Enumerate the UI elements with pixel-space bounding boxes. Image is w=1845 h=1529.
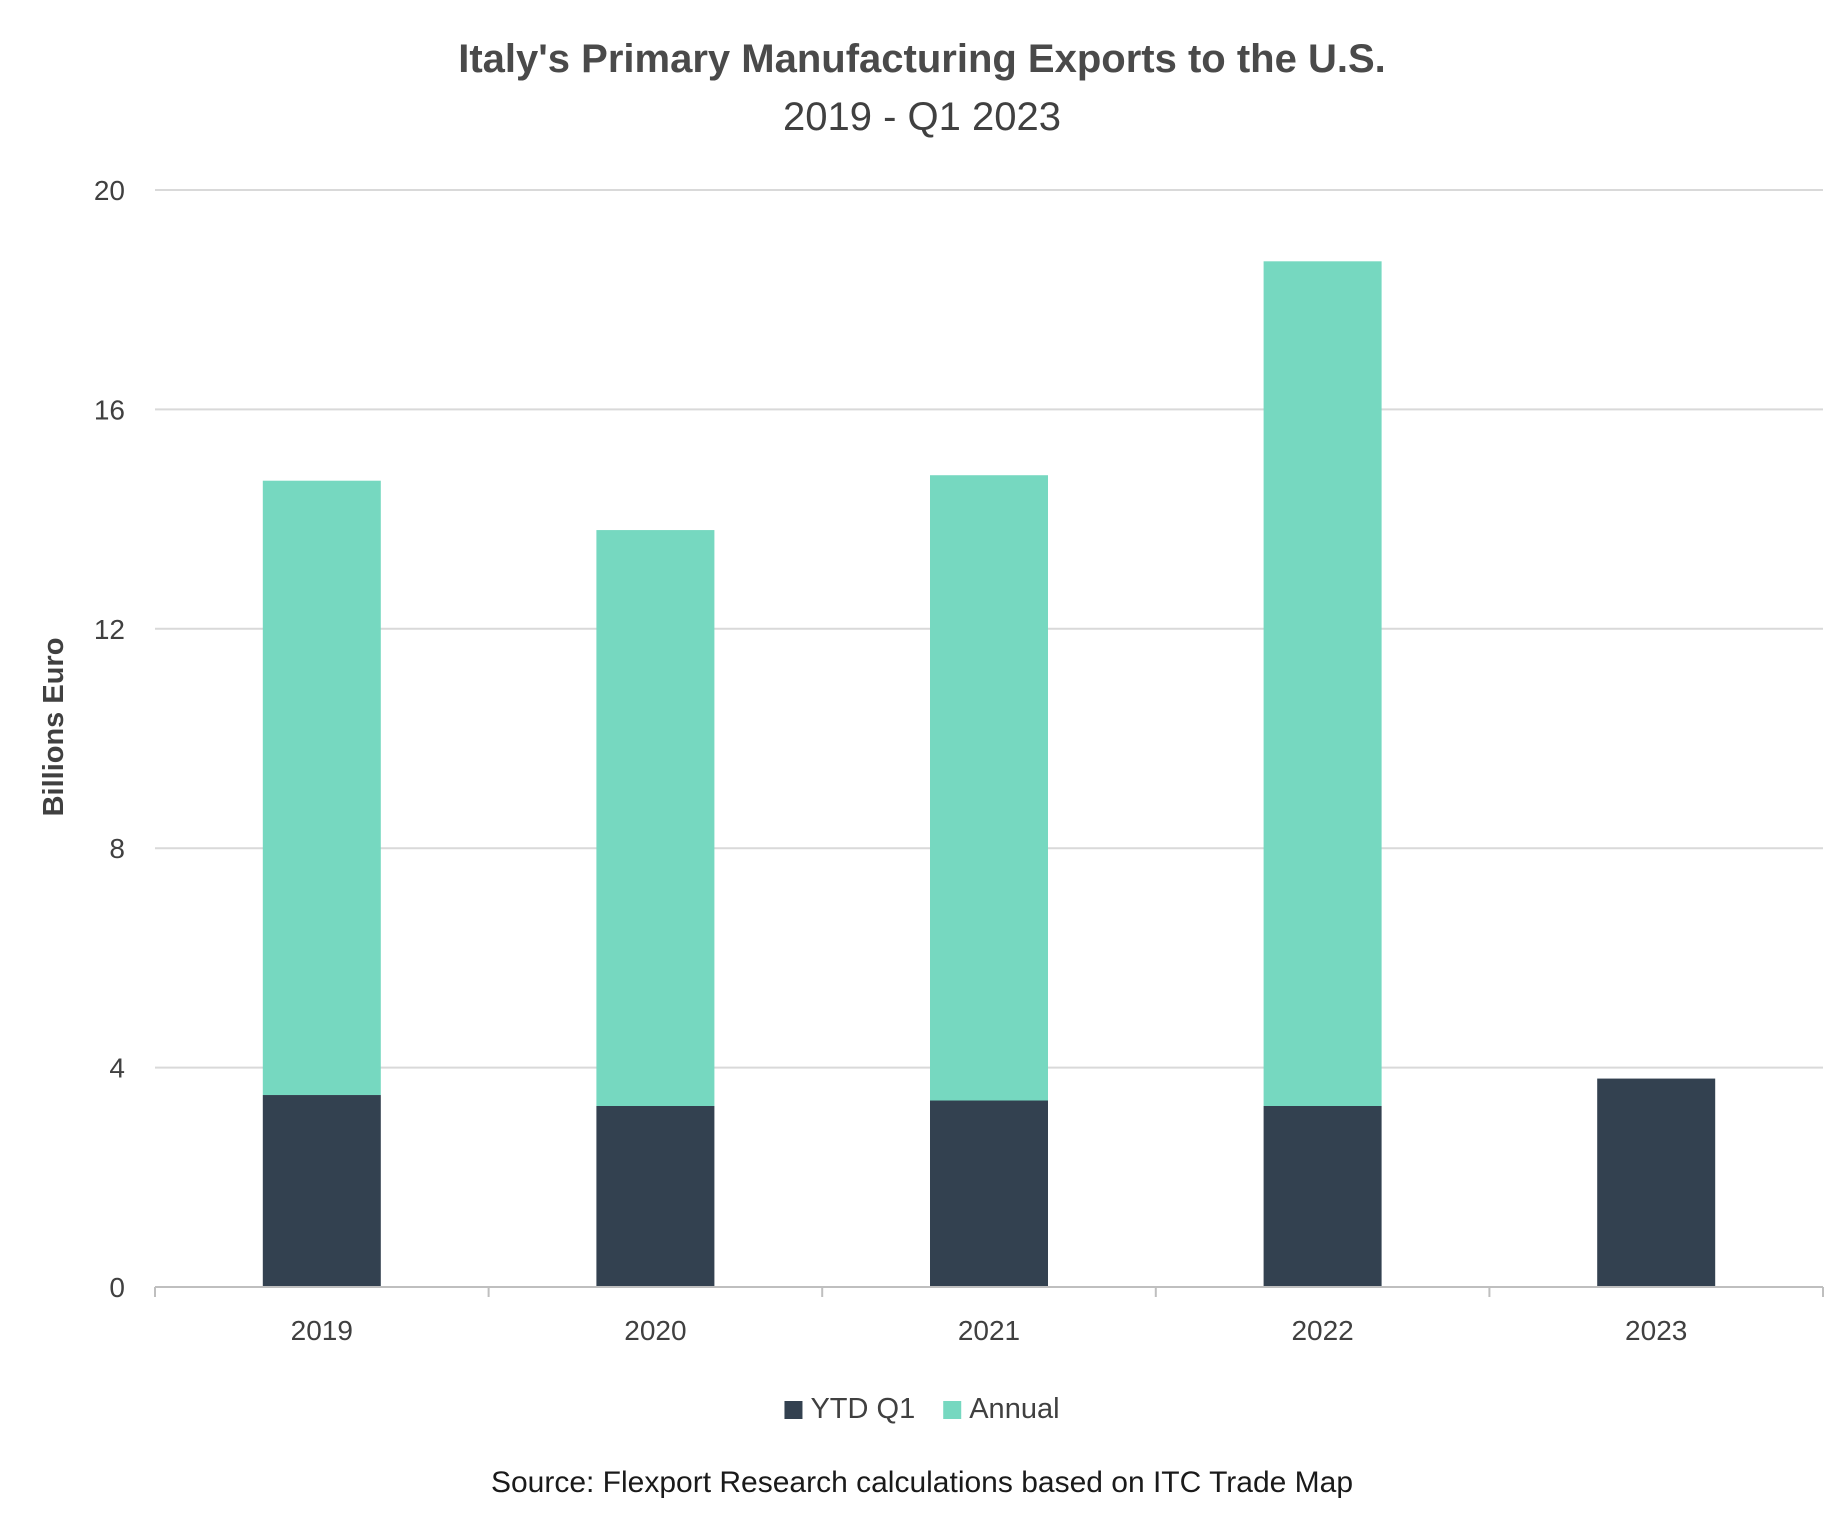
chart-subtitle: 2019 - Q1 2023: [783, 95, 1061, 139]
y-tick-label: 0: [109, 1272, 125, 1303]
x-tick-labels: 2019 2020 2021 2022 2023: [291, 1315, 1688, 1346]
legend-label: Annual: [969, 1393, 1059, 1425]
y-tick-labels: 0 4 8 12 16 20: [94, 175, 125, 1303]
y-tick-label: 4: [109, 1053, 125, 1084]
legend-swatch: [943, 1401, 962, 1419]
y-tick-label: 8: [109, 833, 125, 864]
chart-title: Italy's Primary Manufacturing Exports to…: [458, 37, 1385, 81]
y-axis-title: Billions Euro: [38, 638, 70, 817]
bar-ytd-q1-2020: [596, 1105, 715, 1287]
y-tick-label: 20: [94, 175, 125, 206]
bar-ytd-q1-2021: [930, 1100, 1048, 1287]
x-tick-marks: [154, 1287, 1824, 1297]
bar-ytd-q1-2022: [1263, 1105, 1382, 1287]
bars: [262, 261, 1716, 1287]
x-tick-label: 2021: [958, 1315, 1020, 1346]
bar-annual-2022: [1263, 261, 1382, 1106]
x-tick-label: 2022: [1291, 1315, 1353, 1346]
source-note: Source: Flexport Research calculations b…: [491, 1466, 1353, 1499]
bar-annual-2021: [930, 475, 1048, 1101]
bar-ytd-q1-2023: [1597, 1078, 1716, 1287]
legend: YTD Q1 Annual: [784, 1393, 1060, 1425]
x-tick-label: 2019: [291, 1315, 353, 1346]
y-tick-label: 12: [94, 614, 125, 645]
legend-label: YTD Q1: [810, 1393, 915, 1425]
legend-swatch: [784, 1401, 803, 1419]
x-tick-label: 2023: [1625, 1315, 1687, 1346]
x-tick-label: 2020: [624, 1315, 686, 1346]
bar-annual-2020: [596, 530, 715, 1106]
bar-annual-2019: [262, 480, 381, 1096]
legend-item: YTD Q1: [784, 1393, 915, 1425]
bar-ytd-q1-2019: [262, 1095, 381, 1287]
legend-item: Annual: [943, 1393, 1060, 1425]
y-tick-label: 16: [94, 394, 125, 425]
